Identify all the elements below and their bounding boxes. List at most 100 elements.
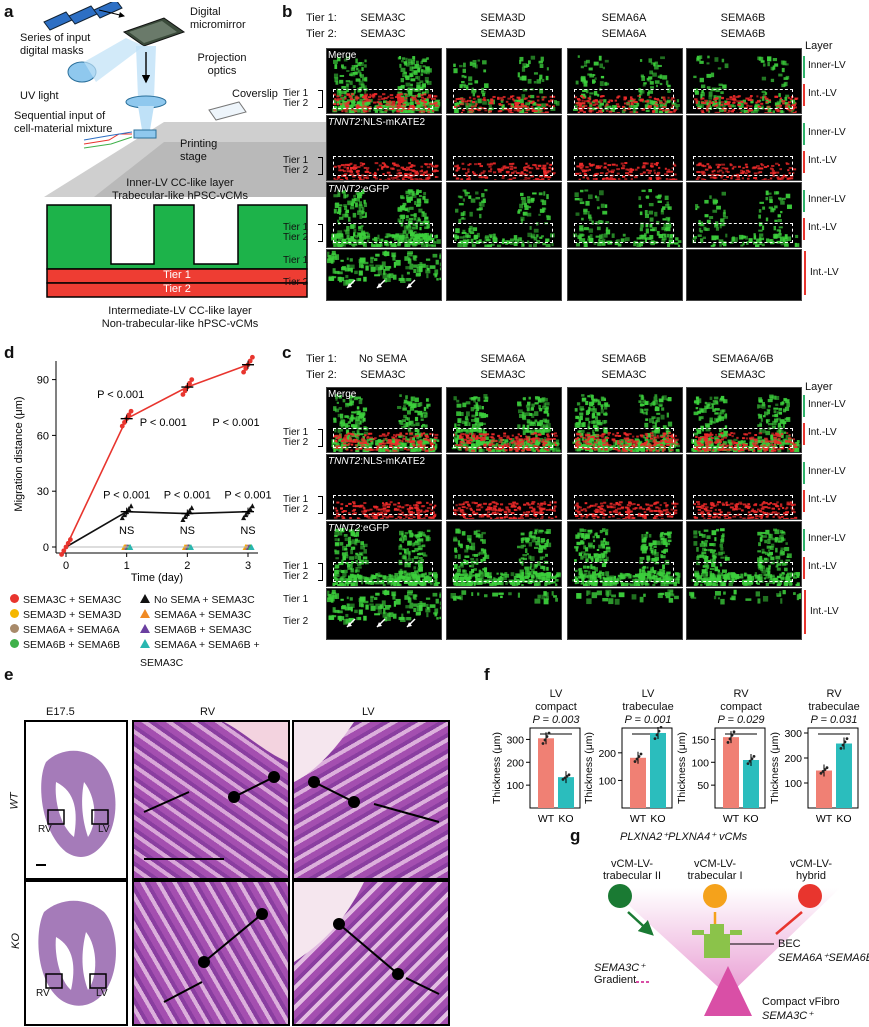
d-point-s0-1-3 bbox=[126, 412, 132, 418]
c-zoom-tier2: Tier 2 bbox=[283, 616, 309, 627]
b-image-r1-c1 bbox=[446, 115, 562, 181]
f-title2-1: trabeculae bbox=[622, 701, 674, 713]
b-tier1-header: Tier 1: bbox=[306, 12, 337, 24]
d-legend-item-0: SEMA3C + SEMA3C bbox=[10, 590, 121, 608]
b-zoom-tier2: Tier 2 bbox=[283, 277, 309, 288]
f-dot-0-0-0 bbox=[541, 742, 545, 745]
c-roi-box-r0-c2 bbox=[574, 428, 674, 448]
b-roi-box-r1-c3 bbox=[693, 156, 793, 176]
d-legend-label-2: SEMA3D + SEMA3D bbox=[23, 609, 122, 621]
f-bar-0-0 bbox=[538, 738, 554, 808]
panel-label-f: f bbox=[484, 665, 490, 684]
b-inner-bar-1 bbox=[803, 123, 805, 145]
c-roi-box-r2-c1 bbox=[453, 562, 553, 582]
d-ns-2: NS bbox=[240, 525, 255, 537]
g-vfibro2-label: SEMA3C⁺ bbox=[762, 1010, 814, 1022]
c-colon-1: : bbox=[360, 456, 364, 467]
d-legend-item-2: SEMA3D + SEMA3D bbox=[10, 605, 121, 623]
tier2-label-a: Tier 2 bbox=[163, 283, 191, 295]
f-dot-0-0-2 bbox=[545, 735, 549, 738]
b-inner-label-0: Inner-LV bbox=[808, 60, 846, 71]
c-zoom-c3 bbox=[686, 588, 802, 640]
b-gene-label-1: TNNT2 bbox=[328, 117, 361, 128]
panel-label-g: g bbox=[570, 826, 581, 845]
panel-label-d: d bbox=[4, 343, 15, 362]
f-ytick-label-1-0: 100 bbox=[598, 775, 616, 787]
wt-rv-histology bbox=[132, 720, 290, 880]
b-tier1-left-0: Tier 1 bbox=[283, 88, 309, 99]
d-legend-marker-7 bbox=[140, 639, 150, 648]
c-image-r2-c0 bbox=[326, 521, 442, 587]
f-dot-2-1-0 bbox=[746, 762, 750, 765]
d-legend-marker-3 bbox=[140, 609, 150, 618]
f-title2-3: trabeculae bbox=[808, 701, 860, 713]
b-int-label-1: Int.-LV bbox=[808, 155, 837, 166]
c-roi-box-r0-c3 bbox=[693, 428, 793, 448]
b-tier1-left-1: Tier 1 bbox=[283, 155, 309, 166]
f-dot-1-1-0 bbox=[653, 737, 657, 740]
d-point-s1-3-1 bbox=[243, 512, 249, 518]
d-legend-label-0: SEMA3C + SEMA3C bbox=[23, 594, 122, 606]
d-xlabel: Time (day) bbox=[131, 572, 183, 584]
f-dot-3-1-1 bbox=[841, 743, 845, 747]
d-legend-item-3: SEMA6A + SEMA3C bbox=[140, 605, 251, 623]
b-roi-box-r0-c2 bbox=[574, 89, 674, 109]
f-title1-3: RV bbox=[826, 688, 842, 700]
e-wt-label: WT bbox=[8, 792, 21, 810]
f-xlabel-2-1: KO bbox=[743, 813, 758, 825]
d-red-p-2: P < 0.001 bbox=[212, 417, 259, 429]
d-legend-label-1: No SEMA + SEMA3C bbox=[154, 594, 255, 606]
b-roi-box-r0-c1 bbox=[453, 89, 553, 109]
c-image-r2-c3 bbox=[686, 521, 802, 587]
f-ytick-label-3-2: 300 bbox=[784, 728, 802, 740]
d-point-s1-2-4 bbox=[189, 505, 195, 511]
d-point-s1-1-4 bbox=[128, 503, 134, 509]
b-col-0-tier2: SEMA3C bbox=[360, 28, 406, 40]
f-bar-0-1 bbox=[558, 777, 574, 808]
e-rv-header: RV bbox=[200, 706, 216, 718]
c-gene-label-1: TNNT2 bbox=[328, 456, 361, 467]
c-roi-box-r2-c3 bbox=[693, 562, 793, 582]
f-dot-2-1-2 bbox=[750, 757, 754, 761]
f-dot-3-0-0 bbox=[819, 771, 823, 775]
f-dot-1-0-2 bbox=[637, 755, 641, 758]
f-dot-0-0-1 bbox=[543, 738, 547, 742]
c-inner-label-0: Inner-LV bbox=[808, 399, 846, 410]
f-dot-2-1-1 bbox=[748, 759, 752, 763]
f-frame-0 bbox=[529, 727, 581, 809]
c-row-title-0: Merge bbox=[328, 389, 357, 400]
f-dot-2-0-0 bbox=[726, 741, 730, 744]
b-int-bar-2 bbox=[803, 218, 805, 240]
f-dot-0-0-3 bbox=[547, 731, 551, 735]
uv-label: UV light bbox=[20, 90, 59, 102]
f-bar-2-0 bbox=[723, 737, 739, 808]
f-ylabel-2: Thickness (μm) bbox=[676, 732, 688, 804]
c-tier2-left-1: Tier 2 bbox=[283, 504, 309, 515]
c-col-3-tier1: SEMA6A/6B bbox=[712, 353, 774, 365]
f-dot-2-0-1 bbox=[728, 737, 732, 741]
c-roi-box-r1-c1 bbox=[453, 495, 553, 515]
b-tier1-left-2: Tier 1 bbox=[283, 222, 309, 233]
f-bar-3-0 bbox=[816, 770, 832, 808]
cell-trabecular-ii-icon bbox=[608, 884, 632, 908]
sequential-label: Sequential input of cell-material mixtur… bbox=[14, 110, 113, 135]
d-xtick-label-1: 1 bbox=[124, 560, 130, 572]
f-xlabel-3-0: WT bbox=[816, 813, 833, 825]
b-bracket-2 bbox=[318, 224, 323, 242]
d-point-s7-2 bbox=[187, 544, 194, 550]
f-title2-2: compact bbox=[720, 701, 762, 713]
b-roi-box-r2-c2 bbox=[574, 223, 674, 243]
f-dot-3-0-2 bbox=[823, 768, 827, 771]
c-col-1-tier1: SEMA6A bbox=[480, 353, 526, 365]
c-zoom-c2 bbox=[567, 588, 683, 640]
c-inner-label-2: Inner-LV bbox=[808, 533, 846, 544]
d-point-s0-0-3 bbox=[65, 540, 71, 546]
stage-label: Printing stage bbox=[180, 138, 218, 163]
c-tier1-header: Tier 1: bbox=[306, 353, 337, 365]
f-dot-3-0-1 bbox=[821, 770, 825, 773]
tier1-label-a: Tier 1 bbox=[163, 269, 191, 281]
f-ytick-label-0-0: 100 bbox=[506, 780, 524, 792]
b-zoom-c3 bbox=[686, 249, 802, 301]
inter-title-1: Intermediate-LV CC-like layer bbox=[108, 305, 252, 317]
b-int-bar-0 bbox=[803, 84, 805, 106]
